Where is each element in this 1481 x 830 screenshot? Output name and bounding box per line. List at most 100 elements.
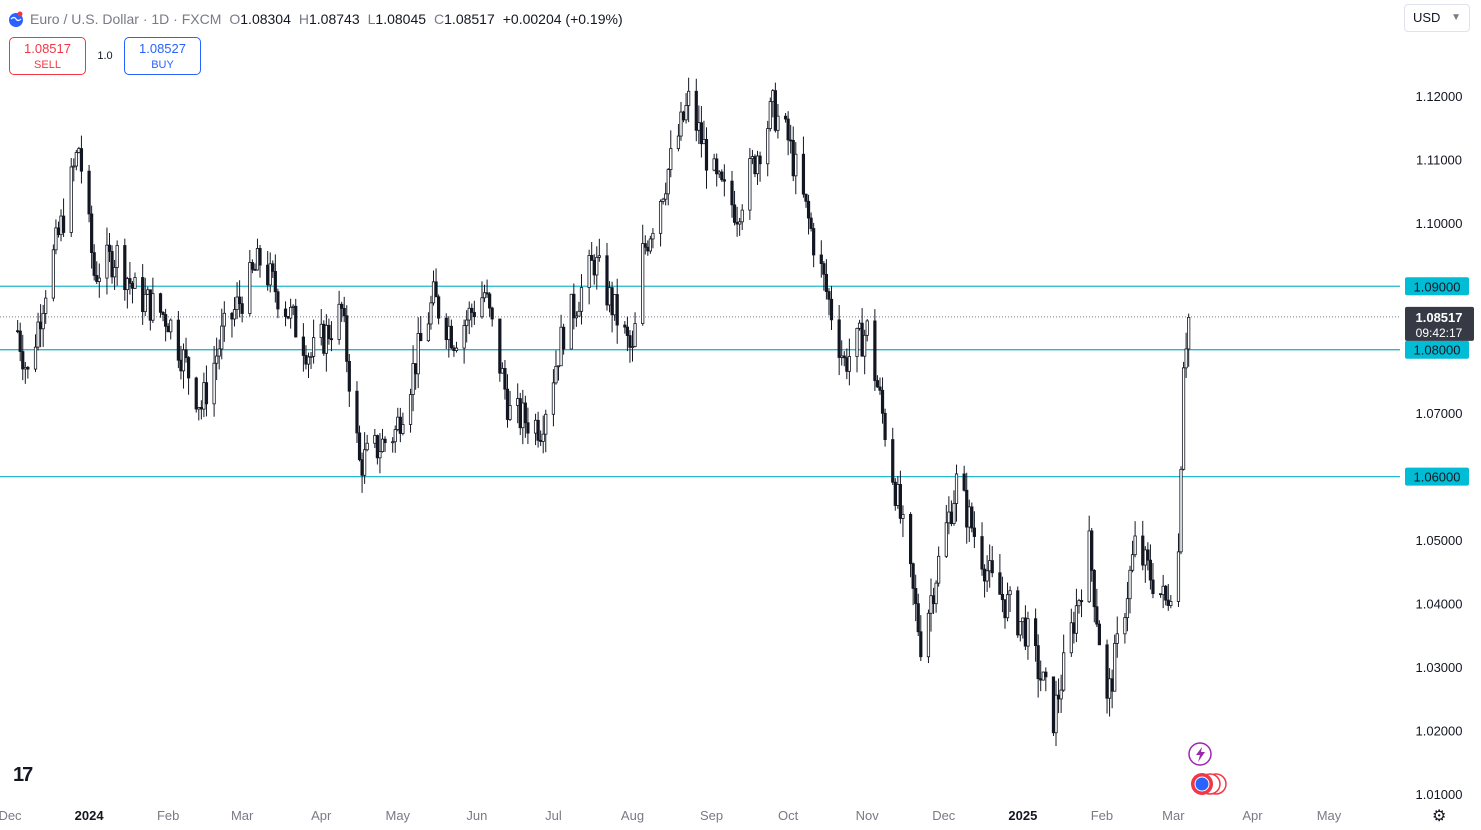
candle <box>365 434 369 452</box>
candle <box>715 153 719 187</box>
candle <box>319 308 323 346</box>
candle <box>500 362 504 374</box>
candle <box>447 316 451 358</box>
tradingview-logo-icon[interactable]: 17 <box>13 764 33 786</box>
candle <box>783 112 788 123</box>
candle <box>378 433 382 474</box>
candle <box>1003 599 1007 629</box>
candle <box>738 217 742 236</box>
y-tick-label: 1.11000 <box>1416 152 1462 167</box>
candle <box>937 546 941 587</box>
candle <box>562 323 566 355</box>
candle <box>771 89 775 118</box>
candle <box>1181 361 1186 471</box>
candle <box>980 522 984 576</box>
candle <box>258 244 262 278</box>
x-tick-label: May <box>1317 808 1342 823</box>
candle <box>901 505 905 538</box>
candle <box>962 465 966 492</box>
candle <box>842 351 846 367</box>
candle <box>33 334 38 373</box>
candle <box>982 564 987 598</box>
candle <box>539 430 543 446</box>
settings-icon[interactable]: ⚙ <box>1432 808 1447 825</box>
candle <box>383 436 387 452</box>
currency-select[interactable]: USD ▼ <box>1404 4 1470 32</box>
level-price-tag: 1.09000 <box>1405 277 1469 296</box>
candle <box>735 206 739 237</box>
candle <box>615 278 619 344</box>
candle <box>194 376 198 413</box>
candle <box>238 280 242 318</box>
candle <box>1087 515 1091 603</box>
candle <box>1161 574 1165 609</box>
candle <box>926 609 931 664</box>
candle <box>822 261 826 291</box>
candle <box>840 340 844 366</box>
candle <box>26 365 30 379</box>
candle <box>758 151 762 182</box>
candle <box>641 224 645 326</box>
quantity-value[interactable]: 1.0 <box>97 50 113 62</box>
sell-label: SELL <box>34 59 61 71</box>
candle <box>250 259 254 274</box>
events-badge-icon[interactable] <box>1191 773 1227 795</box>
candle <box>1110 669 1114 709</box>
candle <box>722 164 726 197</box>
candle <box>1097 620 1101 646</box>
time-axis[interactable]: Dec 2024 Feb Mar Apr May Jun Jul Aug Sep Oct Nov Dec… <box>0 808 1342 823</box>
candle <box>199 400 203 420</box>
candle <box>880 377 885 424</box>
x-tick-label: Sep <box>700 808 723 823</box>
candle <box>253 263 257 271</box>
lightning-icon[interactable] <box>1188 742 1212 766</box>
globe-icon <box>9 11 23 27</box>
candle <box>1079 589 1084 618</box>
candle <box>773 82 777 133</box>
candle <box>490 306 494 327</box>
symbol-title[interactable]: Euro / U.S. Dollar · 1D · FXCM <box>30 11 222 27</box>
candle <box>508 390 512 422</box>
candle <box>304 345 308 370</box>
candle <box>824 259 829 300</box>
chevron-down-icon: ▼ <box>1451 12 1461 23</box>
candle <box>878 377 882 395</box>
candle <box>342 296 346 323</box>
candle <box>503 359 507 400</box>
horizontal-levels <box>0 285 1400 478</box>
candle <box>1041 671 1045 681</box>
y-tick-label: 1.03000 <box>1416 660 1463 675</box>
candle <box>536 411 540 448</box>
candle <box>819 240 823 278</box>
x-tick-label: 2025 <box>1008 808 1037 823</box>
candle <box>541 415 545 454</box>
candle <box>271 260 275 278</box>
candle <box>1130 540 1135 573</box>
candle <box>1151 563 1155 599</box>
candle <box>230 311 234 338</box>
candle <box>934 580 938 613</box>
candle <box>625 316 630 352</box>
candle <box>533 413 538 446</box>
candle <box>572 283 576 330</box>
buy-button[interactable]: 1.08527 BUY <box>124 37 201 75</box>
candle <box>857 319 862 331</box>
candle <box>1143 546 1147 583</box>
candle <box>829 285 834 331</box>
candle <box>590 242 594 261</box>
price-axis[interactable]: 1.12000 1.11000 1.10000 1.09000 1.08000 1.070… <box>1416 89 1463 802</box>
candle <box>610 281 614 333</box>
candle <box>69 157 73 237</box>
x-tick-label: Feb <box>157 808 179 823</box>
candle <box>143 277 147 316</box>
candle <box>865 319 869 342</box>
candle <box>39 304 43 348</box>
candle <box>151 277 155 324</box>
candle <box>217 339 221 370</box>
candle <box>186 356 191 395</box>
x-tick-label: Aug <box>621 808 644 823</box>
sell-button[interactable]: 1.08517 SELL <box>9 37 86 75</box>
close-label: C <box>434 11 445 27</box>
candle <box>248 249 252 317</box>
